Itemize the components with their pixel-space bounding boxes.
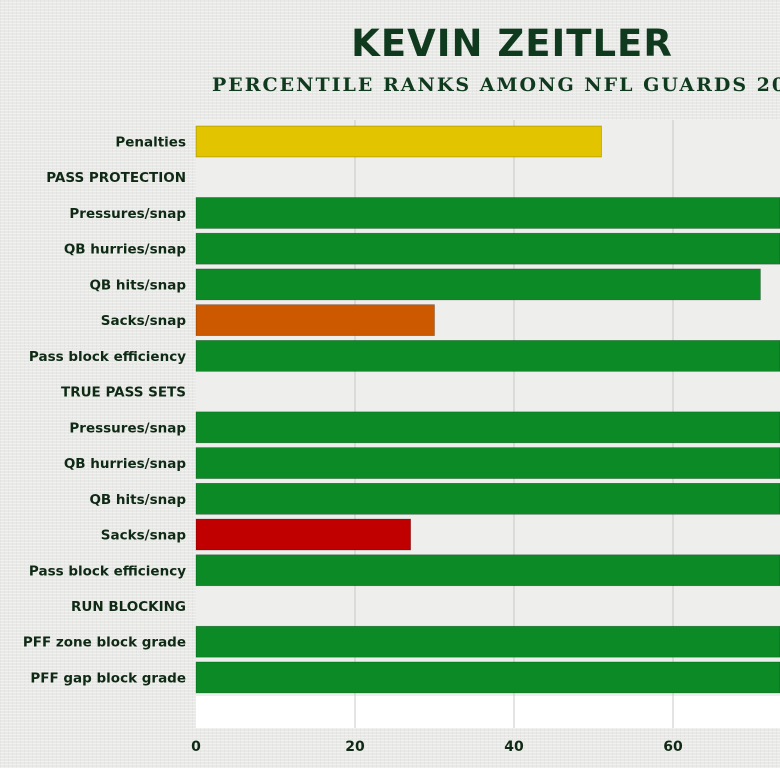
bar — [195, 554, 780, 587]
x-axis-ticks: 0 20 40 60 — [191, 739, 683, 755]
x-tick-label: 0 — [191, 739, 201, 755]
bar — [195, 447, 780, 479]
section-header-label: RUN BLOCKING — [71, 599, 186, 615]
category-label: QB hits/snap — [89, 277, 186, 293]
bar — [195, 625, 780, 658]
bars — [195, 125, 780, 694]
chart-title: KEVIN ZEITLER — [351, 22, 673, 65]
bar — [195, 268, 761, 301]
bar — [195, 197, 780, 229]
bar — [195, 518, 411, 551]
category-label: Penalties — [115, 135, 186, 151]
category-labels: Penalties PASS PROTECTION Pressures/snap QB… — [23, 135, 186, 687]
plot-bottom-band — [196, 696, 780, 728]
section-header-label: PASS PROTECTION — [46, 170, 186, 186]
category-label: QB hurries/snap — [64, 456, 187, 472]
bar — [195, 411, 780, 444]
bar — [195, 304, 435, 336]
x-tick-label: 60 — [663, 739, 683, 755]
category-label: QB hits/snap — [89, 492, 186, 508]
category-label: PFF gap block grade — [30, 670, 186, 686]
bar — [195, 661, 780, 694]
category-label: Sacks/snap — [101, 313, 187, 329]
category-label: PFF zone block grade — [23, 635, 186, 651]
x-tick-label: 20 — [345, 739, 365, 755]
bar — [195, 232, 780, 265]
category-label: Pass block efficiency — [29, 563, 186, 579]
category-label: Pass block efficiency — [29, 349, 186, 365]
bar — [195, 340, 780, 372]
chart-subtitle: PERCENTILE RANKS AMONG NFL GUARDS 20 — [212, 74, 780, 96]
category-label: Sacks/snap — [101, 528, 187, 544]
category-label: Pressures/snap — [69, 420, 186, 436]
x-tick-label: 40 — [504, 739, 524, 755]
section-header-label: TRUE PASS SETS — [61, 385, 186, 401]
bar — [195, 482, 780, 515]
bar — [195, 125, 602, 158]
category-label: Pressures/snap — [69, 206, 186, 222]
category-label: QB hurries/snap — [64, 242, 187, 258]
